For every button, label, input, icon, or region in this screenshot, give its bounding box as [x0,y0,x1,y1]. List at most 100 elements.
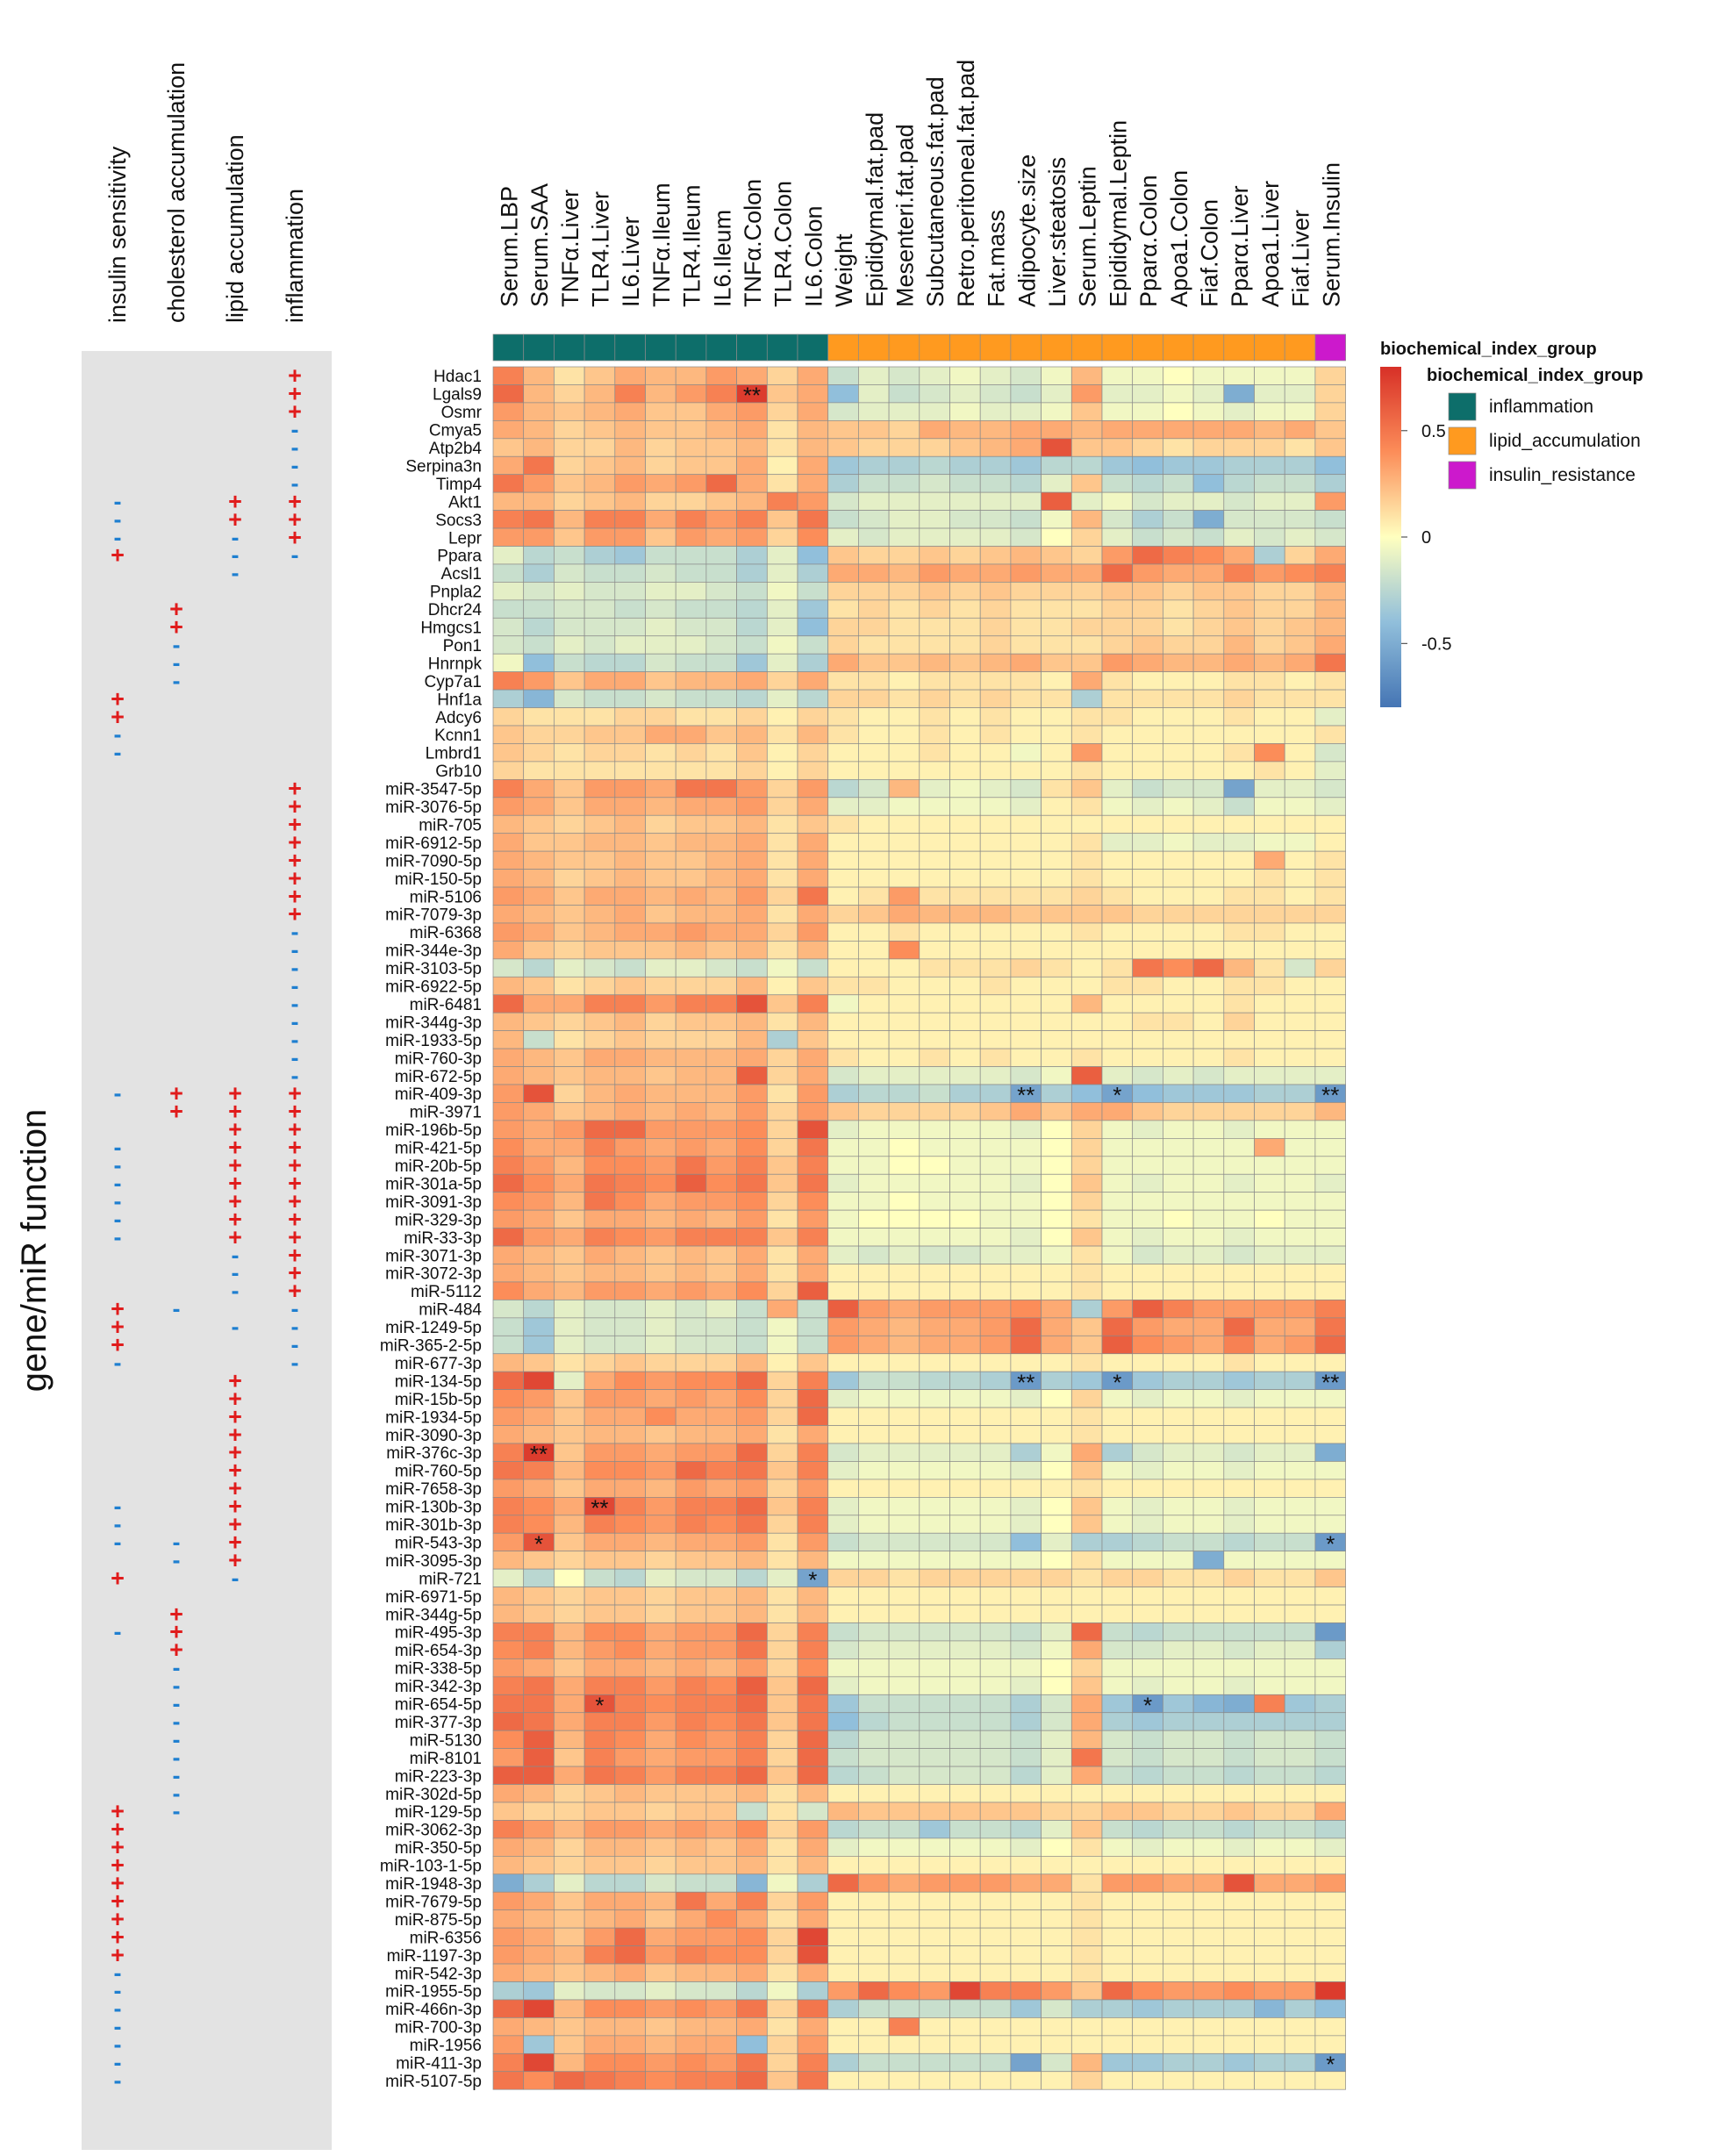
heatmap-cell [979,1461,1012,1480]
heatmap-cell [797,474,829,493]
heatmap-cell [614,546,646,565]
heatmap-cell [736,707,768,727]
heatmap-cell [1284,1371,1316,1390]
heatmap-cell [1314,761,1346,780]
heatmap-cell [736,2017,768,2037]
heatmap-cell [888,1658,920,1678]
heatmap-cell [1070,1676,1103,1695]
heatmap-cell [1284,1873,1316,1893]
heatmap-cell [827,635,859,655]
heatmap-cell [645,1479,677,1498]
function-minus-mark: - [291,1027,299,1053]
heatmap-cell [1010,1622,1042,1642]
row-label: miR-421-5p [395,1140,482,1158]
function-plus-mark: + [288,793,302,820]
heatmap-cell [614,976,646,996]
heatmap-cell [1070,1030,1103,1049]
heatmap-cell [1192,850,1225,870]
heatmap-cell [583,1228,616,1247]
heatmap-cell [614,1102,646,1121]
heatmap-cell [1284,1192,1316,1211]
heatmap-cell [1041,1137,1072,1157]
heatmap-cell [583,778,616,799]
column-label: Fat.mass [984,210,1010,307]
heatmap-cell [1041,814,1072,834]
function-plus-mark: + [228,1403,242,1429]
heatmap-cell [858,1730,890,1749]
heatmap-cell [554,1568,585,1587]
heatmap-cell [614,1568,646,1587]
heatmap-cell [797,1173,829,1193]
heatmap-cell [1101,1963,1134,1982]
heatmap-cell [523,922,555,942]
heatmap-cell [766,1515,798,1534]
heatmap-cell [1223,814,1255,834]
heatmap-cell [1010,1748,1042,1767]
heatmap-cell [1314,814,1346,834]
heatmap-cell [1314,546,1346,565]
heatmap-cell [1132,958,1163,978]
heatmap-cell [1314,778,1346,799]
heatmap-cell [1254,1479,1285,1498]
heatmap-cell [1041,1730,1072,1749]
heatmap-cell [1163,1353,1194,1372]
heatmap-cell [1223,1066,1255,1085]
heatmap-cell [583,1209,616,1228]
heatmap-cell [1163,527,1194,547]
group-bar-cell [645,333,677,362]
heatmap-cell [1041,1264,1072,1283]
heatmap-cell [523,420,555,440]
heatmap-cell [675,1371,707,1390]
heatmap-cell [614,2035,646,2054]
heatmap-cell [705,1712,737,1731]
heatmap-cell [1254,725,1285,744]
heatmap-cell [1132,1407,1163,1426]
heatmap-cell [492,778,525,799]
heatmap-cell [554,1371,585,1390]
heatmap-cell [1010,671,1042,691]
function-minus-mark: - [114,488,122,514]
heatmap-cell [766,527,798,547]
heatmap-cell [523,1676,555,1695]
heatmap-cell [949,1784,981,1803]
heatmap-cell [827,510,859,529]
heatmap-cell [614,761,646,780]
heatmap-cell [1192,869,1225,888]
heatmap-cell [1254,671,1285,691]
heatmap-cell [705,491,737,511]
heatmap-cell [1254,1407,1285,1426]
heatmap-cell [1163,922,1194,942]
heatmap-cell [1132,1443,1163,1462]
heatmap-cell [1010,761,1042,780]
column-label: Mesenteri.fat.pad [891,124,918,307]
heatmap-cell [979,869,1012,888]
heatmap-cell [858,1192,890,1211]
function-minus-mark: - [232,1565,240,1591]
function-plus-mark: + [228,1152,242,1178]
heatmap-cell [1070,2052,1103,2073]
heatmap-cell [523,1622,555,1642]
heatmap-cell [1070,1963,1103,1982]
heatmap-cell [523,1156,555,1175]
function-plus-mark: + [288,776,302,802]
heatmap-cell [766,617,798,637]
heatmap-cell [858,869,890,888]
heatmap-cell [1132,1515,1163,1534]
function-plus-mark: + [111,1923,125,1950]
row-label: miR-365-2-5p [380,1337,482,1356]
heatmap-cell [1132,1532,1163,1552]
heatmap-cell [554,563,585,583]
heatmap-cell [1041,1281,1072,1300]
row-label: miR-6481 [410,996,482,1014]
heatmap-cell [645,761,677,780]
heatmap-cell [797,1837,829,1857]
heatmap-cell [919,1801,950,1821]
heatmap-cell [554,1873,585,1893]
heatmap-cell [1314,1228,1346,1247]
heatmap-cell [736,1228,768,1247]
heatmap-cell [1132,1012,1163,1031]
function-panel-background [82,351,332,2150]
heatmap-cell [614,582,646,601]
heatmap-cell [492,1820,525,1839]
heatmap-cell [827,1676,859,1695]
